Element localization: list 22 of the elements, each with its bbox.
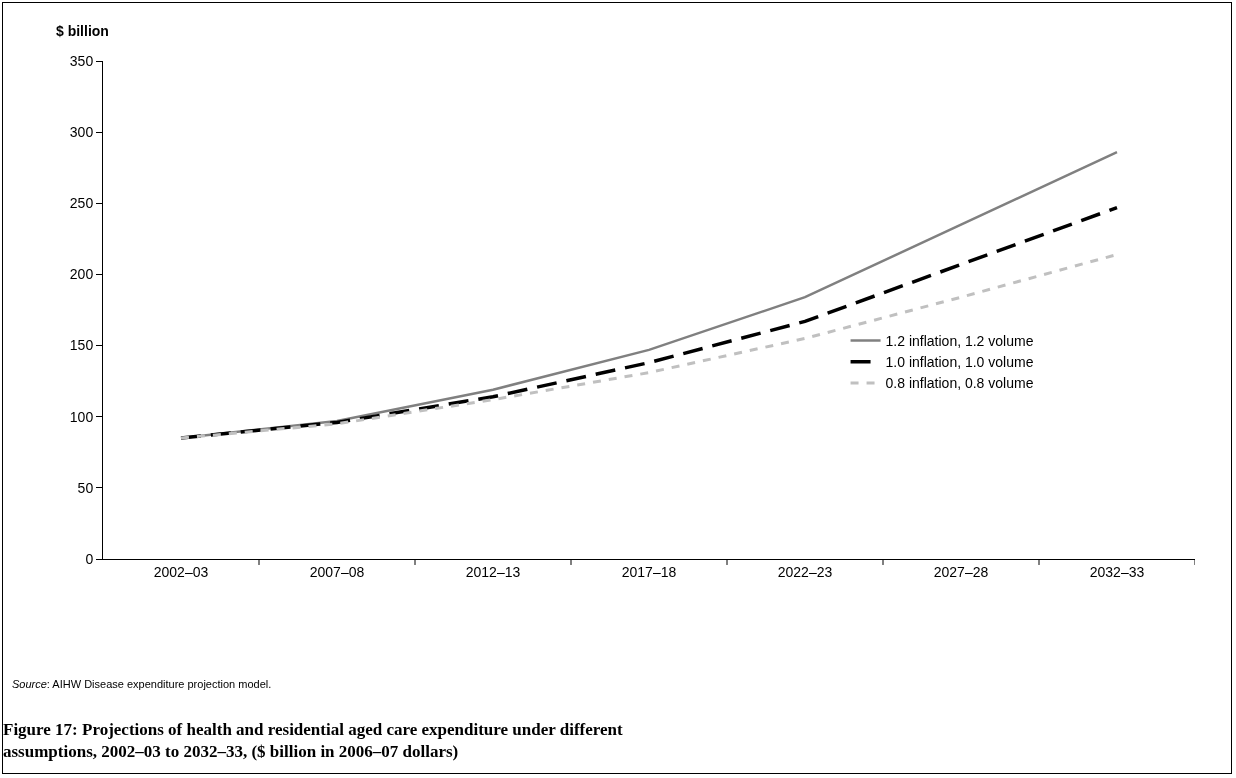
x-tick-label: 2002–03 [153,563,209,580]
source-note: Source: AIHW Disease expenditure projection model. [12,678,272,690]
x-tick-label: 2007–08 [309,563,365,580]
x-tick-label: 2012–13 [465,563,521,580]
y-tick-label: 50 [77,479,94,496]
x-tick-label: 2022–23 [777,563,833,580]
legend-label: 1.0 inflation, 1.0 volume [885,354,1034,371]
y-tick-label: 100 [69,408,94,425]
line-series [179,205,1119,440]
x-tick-label: 2017–18 [621,563,677,580]
y-tick-label: 300 [69,124,94,141]
legend-label: 1.2 inflation, 1.2 volume [885,333,1034,349]
y-tick-label: 200 [69,266,94,283]
y-tick-label: 350 [69,52,94,69]
x-tick-label: 2027–28 [933,563,989,580]
y-tick-label: 150 [69,337,94,354]
x-tick-label: 2032–33 [1089,563,1145,580]
y-tick-label: 250 [69,195,94,212]
legend-label: 0.8 inflation, 0.8 volume [885,375,1034,392]
y-axis-title: $ billion [56,23,109,39]
y-tick-label: 0 [85,550,94,567]
text: Figure 17: Projections of health and residential aged care expenditure under different assumptions, 2002–03 to 2032–33, ($ billion in 2006–07 dollars) [3,720,624,762]
